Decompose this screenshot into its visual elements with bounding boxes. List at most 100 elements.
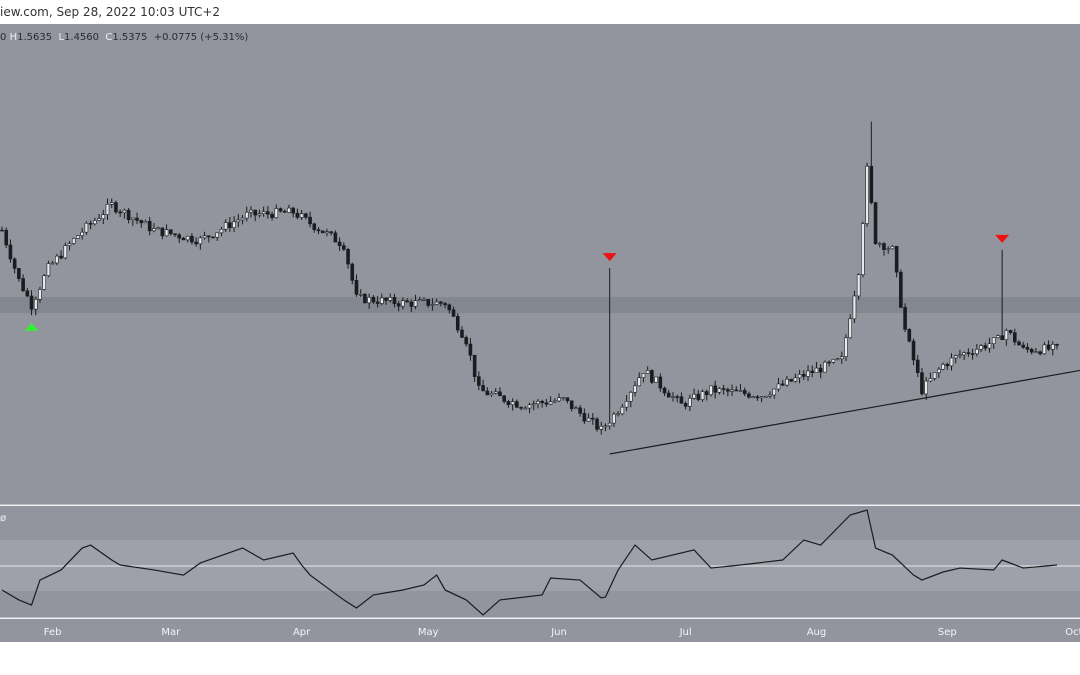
candle-body bbox=[33, 298, 38, 310]
candle-body bbox=[312, 223, 317, 230]
candle-body bbox=[270, 213, 274, 218]
candle-body bbox=[152, 228, 156, 232]
candle-body bbox=[953, 355, 958, 359]
candle-body bbox=[785, 378, 789, 386]
x-axis-ticks: Feb Mar Apr May Jun Jul Aug Sep Oct bbox=[44, 627, 1080, 638]
candle-body bbox=[515, 401, 519, 408]
candle-body bbox=[941, 364, 945, 370]
candle-body bbox=[679, 396, 684, 404]
price-chart[interactable]: Feb Mar Apr May Jun Jul Aug Sep Oct bbox=[0, 24, 1080, 642]
candle-body bbox=[945, 364, 950, 367]
candle-body bbox=[776, 383, 781, 390]
candle-body bbox=[489, 393, 494, 396]
candle-body bbox=[1021, 344, 1026, 348]
candle-body bbox=[1038, 351, 1042, 355]
candle-body bbox=[806, 370, 810, 377]
candle-body bbox=[856, 274, 861, 297]
candle-body bbox=[401, 300, 405, 307]
candle-body bbox=[531, 403, 536, 406]
candle-body bbox=[67, 243, 72, 246]
time-axis[interactable] bbox=[0, 619, 1080, 642]
candle-body bbox=[1025, 347, 1030, 350]
candle-body bbox=[118, 211, 122, 214]
candle-body bbox=[696, 393, 701, 400]
candle-body bbox=[460, 329, 464, 338]
candle-body bbox=[886, 248, 891, 251]
x-tick-label: Oct bbox=[1065, 627, 1080, 638]
candle-body bbox=[63, 245, 68, 259]
candle-body bbox=[160, 227, 165, 237]
candle-body bbox=[384, 297, 388, 301]
candle-body bbox=[928, 378, 933, 382]
candle-body bbox=[93, 220, 97, 225]
candle-body bbox=[434, 301, 439, 305]
candle-body bbox=[295, 212, 300, 218]
candle-body bbox=[506, 401, 511, 405]
candle-body bbox=[852, 295, 857, 320]
candle-body bbox=[662, 387, 667, 394]
candle-body bbox=[375, 301, 380, 304]
candle-body bbox=[586, 417, 591, 422]
candle-body bbox=[177, 234, 182, 239]
candle-body bbox=[603, 425, 608, 428]
candle-body bbox=[924, 380, 928, 395]
x-tick-label: Apr bbox=[293, 627, 311, 638]
candle-body bbox=[12, 258, 17, 269]
candle-body bbox=[299, 213, 304, 218]
candle-body bbox=[1055, 344, 1059, 346]
close-value: 1.5375 bbox=[112, 32, 148, 43]
candle-body bbox=[574, 407, 578, 410]
candle-body bbox=[46, 263, 51, 277]
candle-body bbox=[388, 297, 393, 301]
candle-body bbox=[590, 417, 595, 420]
candle-body bbox=[666, 392, 671, 398]
candle-body bbox=[519, 407, 523, 409]
candle-body bbox=[890, 246, 895, 250]
candles bbox=[0, 121, 1059, 435]
candle-body bbox=[8, 244, 13, 260]
candle-body bbox=[109, 202, 114, 205]
candle-body bbox=[671, 396, 675, 398]
candle-body bbox=[139, 220, 144, 224]
candle-body bbox=[131, 217, 135, 220]
candle-body bbox=[206, 235, 211, 238]
sell-arrow-icon bbox=[602, 253, 617, 262]
candle-body bbox=[831, 359, 836, 363]
candle-body bbox=[789, 378, 793, 382]
candle-body bbox=[215, 232, 220, 238]
candle-body bbox=[907, 329, 912, 342]
candle-body bbox=[557, 397, 561, 402]
candle-body bbox=[683, 403, 688, 407]
candle-body bbox=[772, 388, 777, 396]
candle-body bbox=[396, 303, 401, 307]
candle-body bbox=[747, 393, 751, 398]
candle-body bbox=[55, 255, 59, 264]
candle-body bbox=[675, 396, 680, 398]
candle-body bbox=[713, 385, 717, 393]
candle-body bbox=[966, 352, 971, 354]
candle-body bbox=[392, 297, 397, 304]
candle-body bbox=[780, 383, 785, 386]
candle-body bbox=[1008, 330, 1013, 333]
candle-body bbox=[371, 296, 376, 303]
x-tick-label: Sep bbox=[938, 627, 957, 638]
candle-body bbox=[498, 391, 502, 397]
candle-body bbox=[422, 299, 426, 301]
x-tick-label: May bbox=[418, 627, 439, 638]
signal-markers bbox=[24, 234, 1010, 331]
candle-body bbox=[308, 216, 312, 225]
candle-body bbox=[835, 358, 840, 361]
candle-body bbox=[59, 255, 63, 259]
candle-body bbox=[502, 395, 506, 402]
candle-body bbox=[84, 222, 89, 233]
candle-body bbox=[903, 307, 907, 330]
candle-body bbox=[223, 222, 228, 230]
candle-body bbox=[1034, 351, 1038, 354]
candle-body bbox=[839, 356, 844, 360]
candle-body bbox=[17, 268, 21, 279]
candle-body bbox=[156, 227, 160, 230]
candle-body bbox=[920, 372, 924, 395]
candle-body bbox=[628, 392, 633, 402]
candle-body bbox=[278, 208, 283, 212]
candle-body bbox=[1004, 330, 1009, 340]
